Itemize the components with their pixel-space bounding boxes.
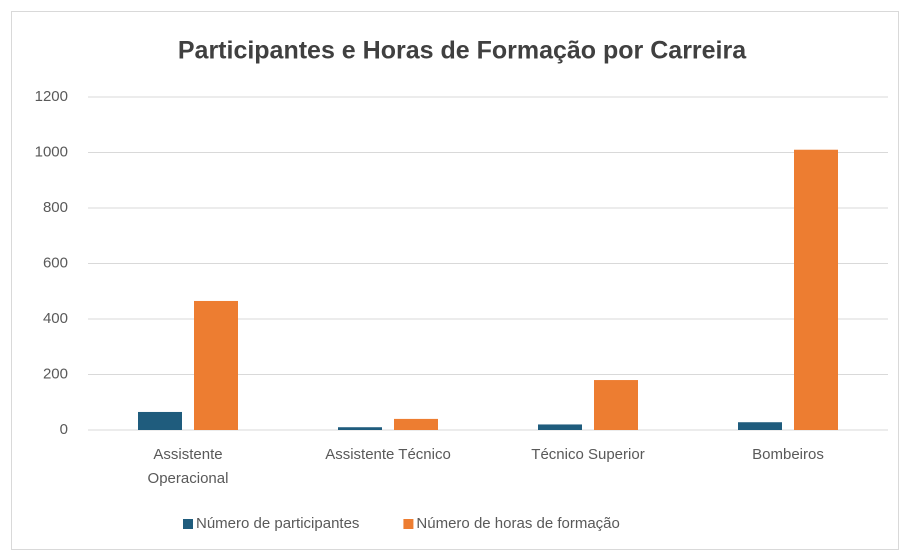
x-tick-label: Assistente Técnico xyxy=(325,446,451,463)
legend-label: Número de participantes xyxy=(196,515,359,532)
bar xyxy=(338,427,382,430)
legend-label: Número de horas de formação xyxy=(416,515,619,532)
bar xyxy=(138,411,182,430)
legend-swatch xyxy=(183,519,193,529)
chart-title: Participantes e Horas de Formação por Ca… xyxy=(178,37,747,65)
x-tick-label: Bombeiros xyxy=(752,446,824,463)
bar xyxy=(794,149,838,430)
y-tick-label: 1000 xyxy=(35,143,68,160)
bar xyxy=(594,380,638,430)
y-tick-label: 800 xyxy=(43,199,68,216)
x-tick-label: Assistente Operacional xyxy=(148,446,229,487)
y-tick-label: 200 xyxy=(43,365,68,382)
x-tick-label: Técnico Superior xyxy=(531,446,644,463)
legend-swatch xyxy=(403,519,414,529)
y-tick-label: 0 xyxy=(60,421,68,438)
y-tick-label: 600 xyxy=(43,254,68,271)
bar xyxy=(394,418,438,430)
chart-border xyxy=(11,11,899,550)
bar xyxy=(538,424,582,430)
y-tick-label: 400 xyxy=(43,310,68,327)
bar xyxy=(194,300,238,430)
y-tick-label: 1200 xyxy=(35,88,68,105)
bar xyxy=(738,422,782,430)
